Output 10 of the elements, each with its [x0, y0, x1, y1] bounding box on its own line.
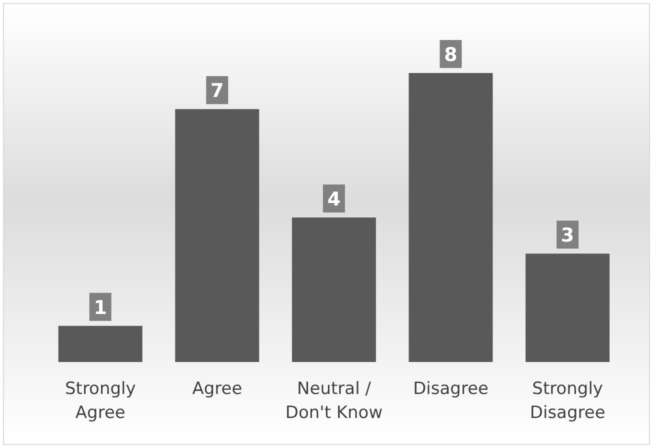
- data-label: 7: [210, 80, 224, 102]
- data-label: 4: [327, 188, 341, 210]
- x-tick-label: Disagree: [413, 379, 489, 400]
- data-label: 8: [444, 44, 458, 66]
- data-label: 1: [94, 296, 107, 319]
- x-tick-label: Neutral / Don't Know: [285, 379, 383, 424]
- data-label: 3: [560, 224, 574, 247]
- x-tick-label: Strongly Agree: [64, 379, 136, 424]
- x-tick-label: Agree: [192, 379, 242, 400]
- x-tick-label: Strongly Disagree: [530, 379, 606, 424]
